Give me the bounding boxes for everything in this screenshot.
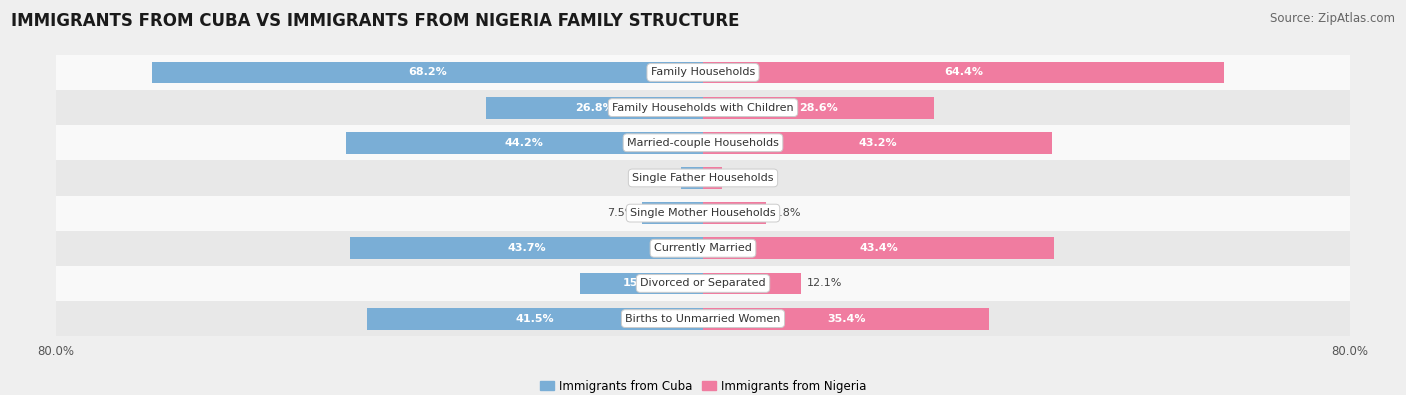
Bar bbox=[56, 301, 1350, 336]
Text: 44.2%: 44.2% bbox=[505, 138, 544, 148]
Text: 43.2%: 43.2% bbox=[858, 138, 897, 148]
Text: Divorced or Separated: Divorced or Separated bbox=[640, 278, 766, 288]
Bar bbox=[703, 62, 1223, 83]
Bar bbox=[56, 196, 1350, 231]
Bar bbox=[703, 132, 1052, 154]
Text: 35.4%: 35.4% bbox=[827, 314, 865, 324]
Bar bbox=[703, 237, 1054, 259]
Text: 2.7%: 2.7% bbox=[647, 173, 675, 183]
Bar bbox=[56, 55, 1350, 90]
Text: 12.1%: 12.1% bbox=[807, 278, 842, 288]
Text: Currently Married: Currently Married bbox=[654, 243, 752, 253]
Bar bbox=[643, 202, 703, 224]
Text: 7.8%: 7.8% bbox=[772, 208, 801, 218]
Text: Married-couple Households: Married-couple Households bbox=[627, 138, 779, 148]
Text: 41.5%: 41.5% bbox=[516, 314, 554, 324]
Bar bbox=[703, 97, 934, 118]
Bar bbox=[367, 308, 703, 329]
Text: 28.6%: 28.6% bbox=[799, 103, 838, 113]
Text: IMMIGRANTS FROM CUBA VS IMMIGRANTS FROM NIGERIA FAMILY STRUCTURE: IMMIGRANTS FROM CUBA VS IMMIGRANTS FROM … bbox=[11, 12, 740, 30]
Text: Single Mother Households: Single Mother Households bbox=[630, 208, 776, 218]
Text: Source: ZipAtlas.com: Source: ZipAtlas.com bbox=[1270, 12, 1395, 25]
Bar bbox=[346, 132, 703, 154]
Legend: Immigrants from Cuba, Immigrants from Nigeria: Immigrants from Cuba, Immigrants from Ni… bbox=[536, 375, 870, 395]
Text: 15.2%: 15.2% bbox=[623, 278, 661, 288]
Bar bbox=[703, 167, 723, 189]
Text: 64.4%: 64.4% bbox=[943, 68, 983, 77]
Text: 2.4%: 2.4% bbox=[728, 173, 758, 183]
Bar bbox=[581, 273, 703, 294]
Bar bbox=[681, 167, 703, 189]
Bar bbox=[486, 97, 703, 118]
Text: 26.8%: 26.8% bbox=[575, 103, 614, 113]
Bar bbox=[703, 273, 801, 294]
Bar bbox=[152, 62, 703, 83]
Bar bbox=[56, 231, 1350, 266]
Bar bbox=[703, 202, 766, 224]
Text: Family Households: Family Households bbox=[651, 68, 755, 77]
Text: Family Households with Children: Family Households with Children bbox=[612, 103, 794, 113]
Text: 43.7%: 43.7% bbox=[508, 243, 546, 253]
Bar bbox=[56, 90, 1350, 125]
Bar bbox=[56, 266, 1350, 301]
Bar bbox=[703, 308, 990, 329]
Text: 43.4%: 43.4% bbox=[859, 243, 898, 253]
Text: 7.5%: 7.5% bbox=[607, 208, 636, 218]
Text: 68.2%: 68.2% bbox=[408, 68, 447, 77]
Bar bbox=[56, 125, 1350, 160]
Text: Single Father Households: Single Father Households bbox=[633, 173, 773, 183]
Bar bbox=[56, 160, 1350, 196]
Text: Births to Unmarried Women: Births to Unmarried Women bbox=[626, 314, 780, 324]
Bar bbox=[350, 237, 703, 259]
